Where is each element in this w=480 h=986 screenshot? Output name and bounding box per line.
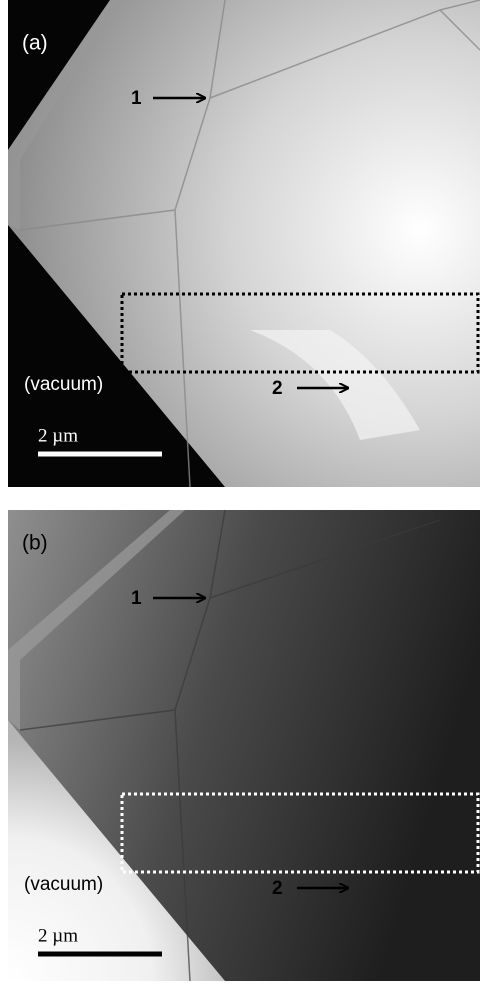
panel-label: (b)	[22, 532, 48, 555]
arrow-label: 1	[131, 588, 142, 609]
arrow-label: 2	[272, 878, 283, 899]
arrow-label: 2	[272, 378, 283, 399]
scale-bar-label: 2 µm	[38, 425, 78, 446]
scale-bar-label: 2 µm	[38, 925, 78, 946]
region-box	[120, 292, 480, 374]
panel-b-image	[8, 509, 480, 982]
region-label: (vacuum)	[24, 374, 103, 395]
region-label: (vacuum)	[24, 874, 103, 895]
panel-a-image	[8, 0, 480, 488]
panel-label: (a)	[22, 32, 48, 55]
arrow-label: 1	[131, 88, 142, 109]
region-box	[120, 792, 480, 874]
